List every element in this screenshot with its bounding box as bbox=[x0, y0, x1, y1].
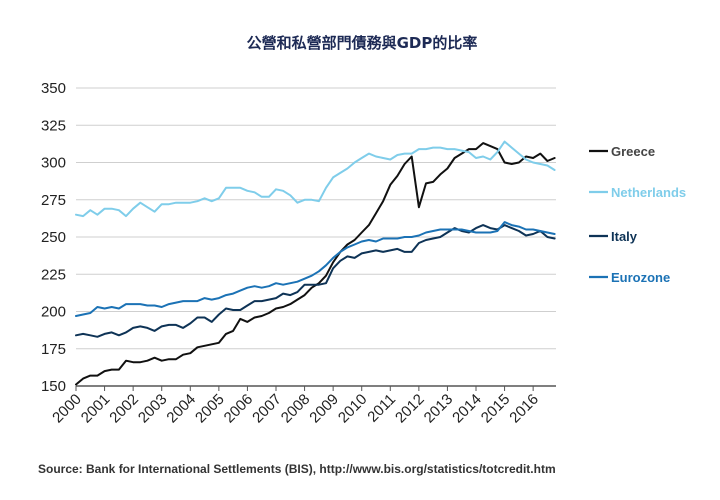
y-tick-label: 325 bbox=[41, 117, 66, 134]
x-tick-label: 2015 bbox=[478, 391, 514, 427]
chart-title: 公營和私營部門債務與GDP的比率 bbox=[247, 34, 478, 52]
y-tick-label: 250 bbox=[41, 229, 66, 246]
x-tick-label: 2003 bbox=[135, 391, 171, 427]
x-tick-label: 2016 bbox=[506, 391, 542, 427]
legend-label-netherlands: Netherlands bbox=[611, 185, 686, 200]
x-tick-label: 2005 bbox=[192, 391, 228, 427]
x-tick-label: 2009 bbox=[306, 391, 342, 427]
x-tick-label: 2006 bbox=[221, 391, 257, 427]
x-tick-label: 2012 bbox=[392, 391, 428, 427]
y-tick-label: 150 bbox=[41, 378, 66, 395]
x-tick-label: 2008 bbox=[278, 391, 314, 427]
x-tick-label: 2011 bbox=[364, 391, 399, 426]
y-tick-label: 300 bbox=[41, 155, 66, 172]
x-tick-label: 2014 bbox=[449, 391, 485, 427]
legend-label-greece: Greece bbox=[611, 144, 655, 159]
legend: Greece Netherlands Italy Eurozone bbox=[589, 144, 686, 285]
series-line-netherlands bbox=[75, 140, 556, 218]
legend-label-italy: Italy bbox=[611, 229, 638, 244]
grid bbox=[76, 87, 556, 387]
x-tick-label: 2002 bbox=[106, 391, 142, 427]
series-line-eurozone bbox=[75, 221, 556, 317]
x-axis: 2000200120022003200420052006200720082009… bbox=[49, 386, 542, 426]
y-tick-label: 275 bbox=[41, 192, 66, 209]
x-tick-label: 2004 bbox=[163, 391, 199, 427]
x-tick-label: 2010 bbox=[335, 391, 371, 427]
series-line-italy bbox=[75, 224, 556, 338]
legend-label-eurozone: Eurozone bbox=[611, 270, 670, 285]
y-axis: 150 175 200 225 250 275 300 325 350 bbox=[41, 80, 66, 395]
y-tick-label: 175 bbox=[41, 341, 66, 358]
y-tick-label: 350 bbox=[41, 80, 66, 97]
y-tick-label: 200 bbox=[41, 304, 66, 321]
series-group bbox=[75, 140, 556, 386]
x-tick-label: 2013 bbox=[421, 391, 457, 427]
y-tick-label: 225 bbox=[41, 266, 66, 283]
source-note: Source: Bank for International Settlemen… bbox=[38, 462, 556, 476]
x-tick-label: 2007 bbox=[249, 391, 285, 427]
x-tick-label: 2000 bbox=[49, 391, 85, 427]
x-tick-label: 2001 bbox=[78, 391, 114, 427]
